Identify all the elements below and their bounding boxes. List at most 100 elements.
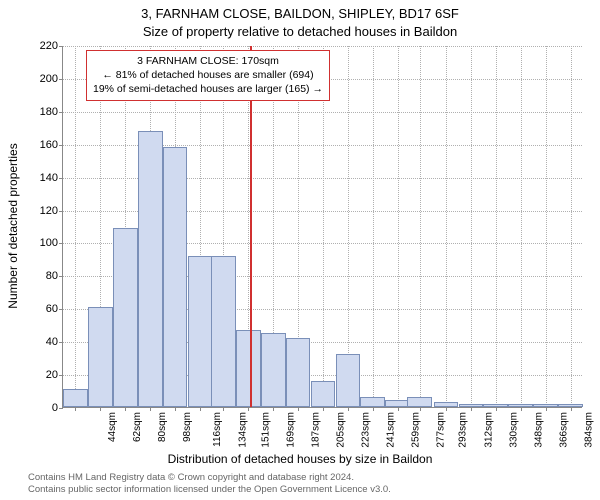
ytick-label: 40 (24, 336, 58, 348)
xtick-label: 312sqm (484, 412, 495, 448)
property-annotation: 3 FARNHAM CLOSE: 170sqm ← 81% of detache… (86, 50, 330, 101)
histogram-bar (360, 397, 385, 407)
gridline-v (496, 46, 497, 407)
xtick-mark (496, 407, 497, 411)
footer-attribution: Contains HM Land Registry data © Crown c… (28, 472, 391, 496)
xtick-label: 384sqm (583, 412, 594, 448)
ytick-label: 80 (24, 270, 58, 282)
xtick-label: 98sqm (182, 412, 193, 442)
ytick-label: 100 (24, 237, 58, 249)
ytick-mark (59, 408, 63, 409)
ytick-mark (59, 243, 63, 244)
histogram-bar (138, 131, 163, 407)
histogram-bar (211, 256, 236, 407)
xtick-label: 116sqm (212, 412, 223, 447)
gridline-v (521, 46, 522, 407)
histogram-bar (434, 402, 459, 407)
histogram-bar (533, 404, 558, 407)
chart-title-main: 3, FARNHAM CLOSE, BAILDON, SHIPLEY, BD17… (0, 6, 600, 21)
gridline-v (571, 46, 572, 407)
gridline-v (348, 46, 349, 407)
ytick-mark (59, 375, 63, 376)
ytick-mark (59, 178, 63, 179)
ytick-label: 180 (24, 106, 58, 118)
histogram-bar (88, 307, 113, 407)
xtick-mark (298, 407, 299, 411)
gridline-v (546, 46, 547, 407)
xtick-mark (273, 407, 274, 411)
ytick-mark (59, 145, 63, 146)
y-axis-label: Number of detached properties (6, 143, 20, 308)
xtick-label: 44sqm (107, 412, 118, 442)
ytick-label: 220 (24, 40, 58, 52)
xtick-label: 134sqm (237, 412, 248, 448)
ytick-label: 140 (24, 172, 58, 184)
ytick-label: 200 (24, 73, 58, 85)
histogram-bar (407, 397, 432, 407)
ytick-label: 20 (24, 369, 58, 381)
xtick-mark (125, 407, 126, 411)
xtick-label: 330sqm (509, 412, 520, 448)
xtick-label: 205sqm (336, 412, 347, 448)
chart-title-sub: Size of property relative to detached ho… (0, 24, 600, 39)
histogram-bar (508, 404, 533, 407)
histogram-bar (236, 330, 261, 407)
histogram-bar (286, 338, 311, 407)
ytick-label: 160 (24, 139, 58, 151)
ytick-mark (59, 211, 63, 212)
xtick-mark (200, 407, 201, 411)
xtick-mark (546, 407, 547, 411)
ytick-mark (59, 79, 63, 80)
annotation-line-3: 19% of semi-detached houses are larger (… (93, 82, 323, 96)
gridline-v (420, 46, 421, 407)
xtick-label: 277sqm (435, 412, 446, 448)
xtick-label: 293sqm (457, 412, 468, 448)
xtick-label: 366sqm (558, 412, 569, 448)
histogram-bar (63, 389, 88, 407)
histogram-bar (113, 228, 138, 407)
ytick-mark (59, 112, 63, 113)
xtick-label: 80sqm (157, 412, 168, 442)
xtick-mark (175, 407, 176, 411)
xtick-label: 259sqm (410, 412, 421, 448)
xtick-label: 151sqm (261, 412, 272, 448)
ytick-label: 0 (24, 402, 58, 414)
footer-line-1: Contains HM Land Registry data © Crown c… (28, 472, 391, 484)
gridline-v (75, 46, 76, 407)
ytick-mark (59, 309, 63, 310)
histogram-bar (459, 404, 484, 407)
xtick-mark (100, 407, 101, 411)
ytick-mark (59, 342, 63, 343)
gridline-v (398, 46, 399, 407)
ytick-mark (59, 46, 63, 47)
histogram-bar (311, 381, 336, 407)
xtick-mark (571, 407, 572, 411)
xtick-label: 348sqm (533, 412, 544, 448)
histogram-bar (385, 400, 410, 407)
gridline-v (373, 46, 374, 407)
xtick-mark (348, 407, 349, 411)
gridline-v (446, 46, 447, 407)
footer-line-2: Contains public sector information licen… (28, 484, 391, 496)
ytick-label: 120 (24, 205, 58, 217)
xtick-mark (323, 407, 324, 411)
histogram-bar (558, 404, 583, 407)
xtick-mark (150, 407, 151, 411)
gridline-v (471, 46, 472, 407)
xtick-mark (521, 407, 522, 411)
histogram-bar (336, 354, 361, 407)
x-axis-label: Distribution of detached houses by size … (0, 452, 600, 466)
xtick-mark (398, 407, 399, 411)
xtick-mark (223, 407, 224, 411)
xtick-mark (446, 407, 447, 411)
xtick-mark (471, 407, 472, 411)
xtick-label: 62sqm (132, 412, 143, 442)
ytick-label: 60 (24, 303, 58, 315)
xtick-mark (75, 407, 76, 411)
ytick-mark (59, 276, 63, 277)
histogram-bar (261, 333, 286, 407)
xtick-mark (420, 407, 421, 411)
annotation-line-2: ← 81% of detached houses are smaller (69… (93, 68, 323, 82)
xtick-label: 187sqm (311, 412, 322, 448)
histogram-bar (163, 147, 188, 407)
